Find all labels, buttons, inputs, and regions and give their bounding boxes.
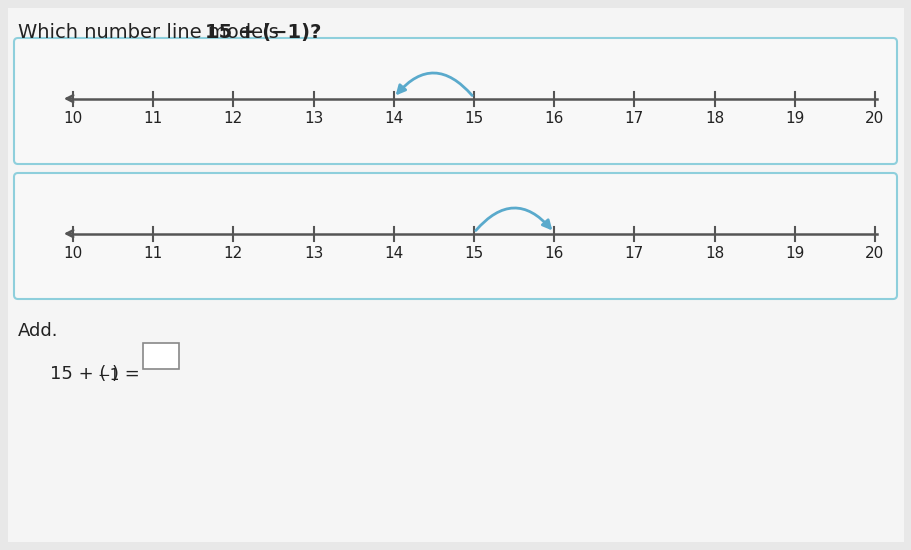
Text: 13: 13 — [303, 111, 322, 125]
Text: 14: 14 — [384, 111, 403, 125]
Text: 15 + (: 15 + ( — [50, 365, 107, 383]
Text: 17: 17 — [624, 111, 643, 125]
Text: 19: 19 — [784, 246, 804, 261]
Text: 15: 15 — [464, 246, 483, 261]
Text: 15: 15 — [464, 111, 483, 125]
Text: 20: 20 — [865, 246, 884, 261]
Text: Which number line models: Which number line models — [18, 23, 285, 42]
Text: 19: 19 — [784, 111, 804, 125]
FancyBboxPatch shape — [14, 38, 896, 164]
Text: 16: 16 — [544, 111, 563, 125]
Text: 12: 12 — [223, 111, 242, 125]
Text: 11: 11 — [143, 246, 163, 261]
Text: 20: 20 — [865, 111, 884, 125]
Text: 17: 17 — [624, 246, 643, 261]
Text: 18: 18 — [704, 246, 723, 261]
Text: 11: 11 — [143, 111, 163, 125]
FancyBboxPatch shape — [14, 173, 896, 299]
FancyBboxPatch shape — [143, 343, 179, 369]
Text: 10: 10 — [63, 111, 83, 125]
Text: 10: 10 — [63, 246, 83, 261]
Text: ) =: ) = — [112, 365, 146, 383]
Text: −1: −1 — [97, 368, 119, 383]
Text: Add.: Add. — [18, 322, 58, 340]
Text: 14: 14 — [384, 246, 403, 261]
FancyBboxPatch shape — [8, 8, 903, 542]
Text: 12: 12 — [223, 246, 242, 261]
Text: 16: 16 — [544, 246, 563, 261]
Text: 13: 13 — [303, 246, 322, 261]
Text: 15 + (−1)?: 15 + (−1)? — [205, 23, 322, 42]
Text: 18: 18 — [704, 111, 723, 125]
